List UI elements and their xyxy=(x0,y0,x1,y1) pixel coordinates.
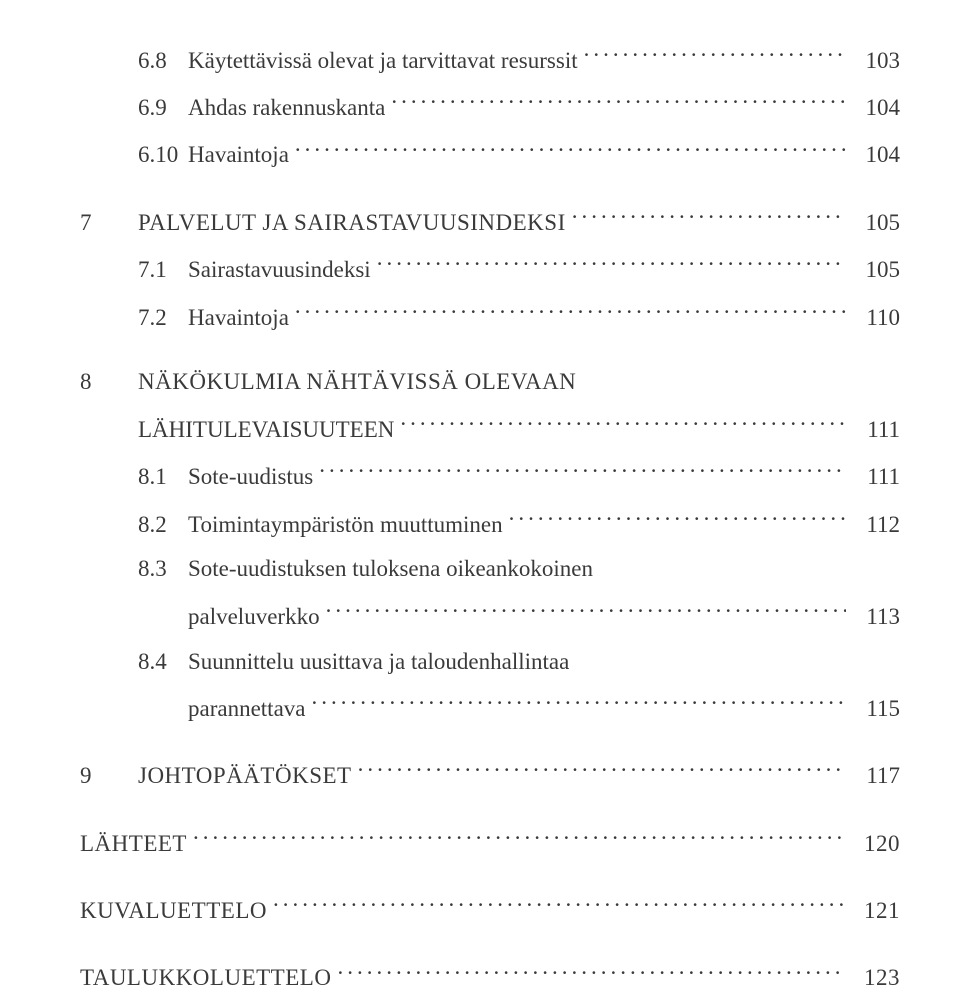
toc-chapter-number: 9 xyxy=(80,758,138,795)
toc-entry-page: 103 xyxy=(852,43,900,80)
toc-chapter-page: 111 xyxy=(852,412,900,449)
toc-leader xyxy=(319,457,846,485)
toc-chapter-number: 7 xyxy=(80,205,138,242)
toc-entry-page: 104 xyxy=(852,90,900,127)
toc-entry-label: Sote-uudistus xyxy=(188,459,313,496)
toc-leader xyxy=(377,250,846,278)
toc-entry-number: 8.1 xyxy=(138,459,188,496)
toc-entry: 8.4 Suunnittelu uusittava ja taloudenhal… xyxy=(80,644,900,681)
table-of-contents: 6.8 Käytettävissä olevat ja tarvittavat … xyxy=(80,40,900,997)
toc-entry: 8.3 Sote-uudistuksen tuloksena oikeankok… xyxy=(80,551,900,588)
toc-entry: 6.10 Havaintoja 104 xyxy=(80,135,900,174)
toc-leader xyxy=(400,409,846,437)
toc-entry-page: 111 xyxy=(852,459,900,496)
toc-entry-number: 8.2 xyxy=(138,507,188,544)
toc-entry-page: 104 xyxy=(852,137,900,174)
toc-toplevel: KUVALUETTELO 121 xyxy=(80,890,900,929)
toc-chapter: 7 PALVELUT JA SAIRASTAVUUSINDEKSI 105 xyxy=(80,202,900,241)
toc-toplevel-label: LÄHTEET xyxy=(80,826,187,863)
toc-entry: 7.1 Sairastavuusindeksi 105 xyxy=(80,250,900,289)
toc-toplevel: TAULUKKOLUETTELO 123 xyxy=(80,958,900,997)
toc-toplevel-page: 121 xyxy=(852,893,900,930)
toc-entry-page: 112 xyxy=(852,507,900,544)
toc-leader xyxy=(584,40,846,68)
toc-chapter-number: 8 xyxy=(80,364,138,401)
toc-entry-number: 8.4 xyxy=(138,644,188,681)
toc-toplevel-label: TAULUKKOLUETTELO xyxy=(80,960,331,997)
toc-chapter-continuation: LÄHITULEVAISUUTEEN 111 xyxy=(80,409,900,448)
toc-leader xyxy=(358,756,846,784)
toc-entry-label-line2: palveluverkko xyxy=(188,599,320,636)
toc-entry: 6.8 Käytettävissä olevat ja tarvittavat … xyxy=(80,40,900,79)
toc-entry-number: 8.3 xyxy=(138,551,188,588)
toc-leader xyxy=(311,688,846,716)
toc-chapter-page: 117 xyxy=(852,758,900,795)
toc-leader xyxy=(391,87,846,115)
toc-leader xyxy=(273,890,846,918)
toc-entry: 6.9 Ahdas rakennuskanta 104 xyxy=(80,87,900,126)
toc-toplevel-page: 120 xyxy=(852,826,900,863)
toc-leader xyxy=(295,135,846,163)
toc-entry: 7.2 Havaintoja 110 xyxy=(80,297,900,336)
toc-toplevel: LÄHTEET 120 xyxy=(80,823,900,862)
toc-entry-label: Havaintoja xyxy=(188,137,289,174)
toc-entry-label: Havaintoja xyxy=(188,300,289,337)
toc-entry-label: Ahdas rakennuskanta xyxy=(188,90,385,127)
toc-entry-continuation: palveluverkko 113 xyxy=(80,596,900,635)
toc-entry-number: 6.9 xyxy=(138,90,188,127)
toc-entry-label: Suunnittelu uusittava ja taloudenhallint… xyxy=(188,644,569,681)
toc-entry-label: Sote-uudistuksen tuloksena oikeankokoine… xyxy=(188,551,593,588)
toc-chapter-label-line2: LÄHITULEVAISUUTEEN xyxy=(138,412,394,449)
toc-leader xyxy=(337,958,846,986)
toc-leader xyxy=(572,202,846,230)
toc-entry-continuation: parannettava 115 xyxy=(80,688,900,727)
toc-leader xyxy=(509,504,846,532)
toc-entry: 8.2 Toimintaympäristön muuttuminen 112 xyxy=(80,504,900,543)
toc-entry-page: 113 xyxy=(852,599,900,636)
toc-entry-page: 110 xyxy=(852,300,900,337)
toc-entry-page: 105 xyxy=(852,252,900,289)
toc-entry-label: Käytettävissä olevat ja tarvittavat resu… xyxy=(188,43,578,80)
toc-entry-number: 7.2 xyxy=(138,300,188,337)
toc-entry: 8.1 Sote-uudistus 111 xyxy=(80,457,900,496)
toc-chapter-label: JOHTOPÄÄTÖKSET xyxy=(138,758,352,795)
toc-chapter-label: NÄKÖKULMIA NÄHTÄVISSÄ OLEVAAN xyxy=(138,364,576,401)
toc-entry-number: 6.10 xyxy=(138,137,188,174)
toc-leader xyxy=(193,823,846,851)
toc-chapter-label: PALVELUT JA SAIRASTAVUUSINDEKSI xyxy=(138,205,566,242)
toc-entry-number: 7.1 xyxy=(138,252,188,289)
toc-entry-label: Toimintaympäristön muuttuminen xyxy=(188,507,503,544)
toc-entry-number: 6.8 xyxy=(138,43,188,80)
toc-entry-page: 115 xyxy=(852,691,900,728)
toc-toplevel-label: KUVALUETTELO xyxy=(80,893,267,930)
toc-toplevel-page: 123 xyxy=(852,960,900,997)
toc-chapter-page: 105 xyxy=(852,205,900,242)
toc-leader xyxy=(295,297,846,325)
toc-entry-label: Sairastavuusindeksi xyxy=(188,252,371,289)
toc-chapter: 9 JOHTOPÄÄTÖKSET 117 xyxy=(80,756,900,795)
toc-entry-label-line2: parannettava xyxy=(188,691,305,728)
toc-leader xyxy=(326,596,846,624)
toc-chapter: 8 NÄKÖKULMIA NÄHTÄVISSÄ OLEVAAN xyxy=(80,364,900,401)
